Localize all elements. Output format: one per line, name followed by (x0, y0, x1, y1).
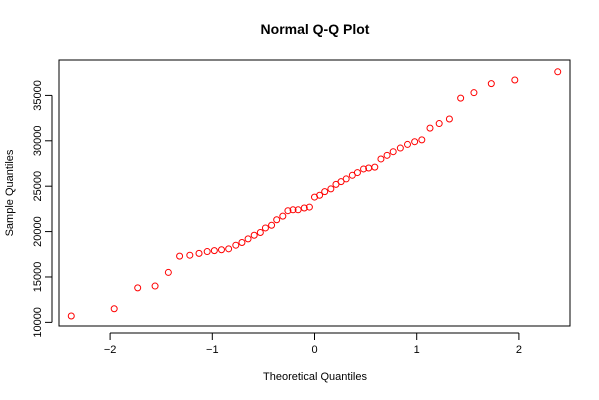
data-point (389, 148, 397, 156)
data-point (445, 115, 453, 123)
data-point (134, 284, 142, 292)
y-tick-label: 15000 (32, 262, 44, 293)
data-point (321, 188, 329, 196)
x-tick-label: 1 (414, 344, 420, 356)
data-point (273, 216, 281, 224)
y-axis-label: Sample Quantiles (4, 149, 16, 236)
y-tick-label: 35000 (32, 80, 44, 111)
data-point (210, 247, 218, 255)
data-point (261, 224, 269, 232)
data-point (279, 212, 287, 220)
y-tick-label: 25000 (32, 171, 44, 202)
data-point (238, 238, 246, 246)
data-point (289, 206, 297, 214)
chart-title: Normal Q-Q Plot (261, 21, 370, 37)
data-point (426, 124, 434, 132)
data-point (164, 268, 172, 276)
data-points (67, 68, 562, 320)
data-point (110, 305, 118, 313)
x-tick-label: −2 (104, 344, 117, 356)
data-point (151, 282, 159, 290)
data-point (250, 231, 258, 239)
x-tick-label: 2 (516, 344, 522, 356)
data-point (470, 89, 478, 97)
y-tick-label: 10000 (32, 307, 44, 338)
data-point (300, 204, 308, 212)
data-point (396, 144, 404, 152)
data-point (232, 241, 240, 249)
x-tick-label: 0 (311, 344, 317, 356)
data-point (435, 120, 443, 128)
data-point (316, 191, 324, 199)
data-point (256, 228, 264, 236)
data-point (203, 248, 211, 256)
data-point (305, 203, 313, 211)
data-point (244, 235, 252, 243)
y-axis: 10000 15000 20000 25000 30000 35000 (32, 80, 53, 338)
x-axis: −2 −1 0 1 2 (104, 332, 522, 356)
data-point (176, 252, 184, 260)
data-point (342, 175, 350, 183)
data-point (511, 76, 519, 84)
y-tick-label: 30000 (32, 126, 44, 157)
data-point (554, 68, 562, 76)
plot-area-frame (58, 59, 571, 327)
data-point (217, 246, 225, 254)
data-point (418, 136, 426, 144)
data-point (294, 206, 302, 214)
x-axis-label: Theoretical Quantiles (263, 371, 367, 383)
data-point (225, 245, 233, 253)
data-point (268, 221, 276, 229)
y-tick-label: 20000 (32, 216, 44, 247)
data-point (457, 94, 465, 102)
data-point (360, 165, 368, 173)
data-point (353, 169, 361, 177)
data-point (377, 155, 385, 163)
x-tick-label: −1 (206, 344, 219, 356)
data-point (487, 80, 495, 88)
data-point (327, 185, 335, 193)
data-point (404, 140, 412, 148)
data-point (67, 312, 75, 320)
data-point (383, 151, 391, 159)
data-point (371, 163, 379, 171)
data-point (284, 207, 292, 215)
data-point (411, 138, 419, 146)
data-point (186, 251, 194, 259)
data-point (195, 249, 203, 257)
